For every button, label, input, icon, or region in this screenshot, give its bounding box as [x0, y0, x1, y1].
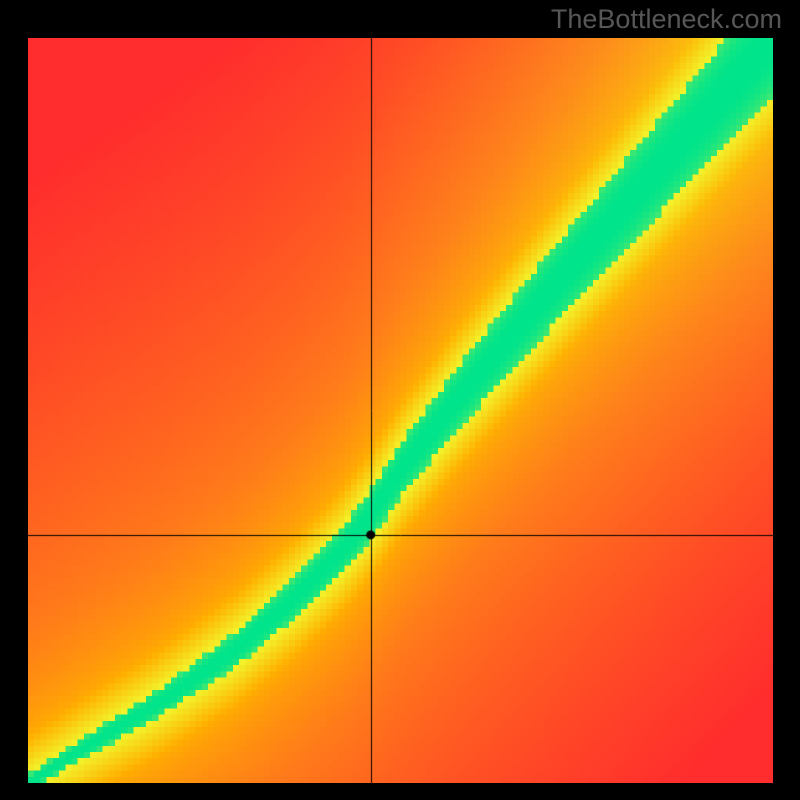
watermark-text: TheBottleneck.com	[551, 4, 782, 35]
chart-container: { "canvas": { "width": 800, "height": 80…	[0, 0, 800, 800]
crosshair-overlay	[28, 38, 773, 783]
